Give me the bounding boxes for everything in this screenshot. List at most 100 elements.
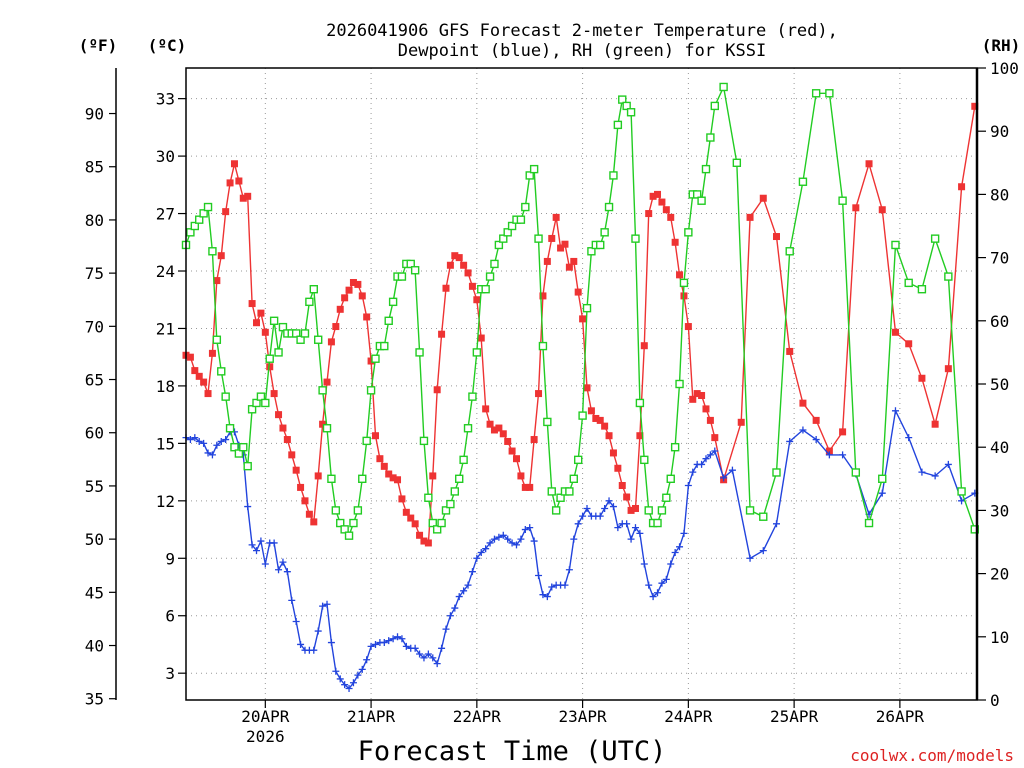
dewpoint-point	[319, 602, 327, 610]
celsius-tick-label: 27	[156, 205, 175, 224]
temperature-point	[640, 342, 648, 350]
rh-point	[878, 474, 887, 483]
rh-tick-label: 40	[990, 438, 1009, 457]
rh-point	[331, 506, 341, 515]
dewpoint-point	[521, 526, 529, 534]
rh-point	[490, 259, 499, 269]
rh-point	[507, 221, 517, 231]
temperature-point	[438, 330, 446, 338]
dewpoint-point	[495, 533, 503, 541]
rh-point	[732, 158, 742, 168]
rh-point	[384, 316, 393, 325]
temperature-point	[416, 531, 424, 539]
rh-point	[582, 303, 592, 313]
rh-point	[371, 354, 380, 363]
rh-point	[252, 398, 261, 408]
rh-point	[437, 518, 446, 528]
temperature-point	[698, 391, 706, 399]
rh-point	[618, 95, 627, 104]
temperature-point	[354, 280, 362, 288]
rh-point	[265, 354, 274, 363]
temperature-point	[825, 447, 833, 455]
fahrenheit-tick-label: 55	[85, 477, 104, 496]
celsius-tick-label: 12	[156, 492, 175, 511]
rh-point	[239, 443, 248, 452]
dewpoint-point	[583, 504, 591, 512]
temperature-point	[332, 323, 340, 331]
rh-point	[609, 171, 618, 180]
rh-point	[825, 89, 834, 98]
rh-point	[472, 348, 482, 357]
temperature-point	[812, 416, 820, 424]
rh-point	[710, 101, 720, 111]
rh-point	[278, 322, 288, 332]
rh-point	[811, 89, 821, 98]
dewpoint-point	[561, 581, 569, 589]
rh-point	[225, 424, 235, 433]
temperature-point	[517, 472, 525, 480]
dewpoint-point	[411, 644, 419, 652]
rh-point	[269, 316, 279, 325]
rh-point	[195, 215, 204, 224]
temperature-point	[592, 414, 600, 422]
rh-point	[670, 443, 680, 452]
temperature-point	[548, 234, 556, 242]
temperature-point	[878, 206, 886, 214]
temperature-point	[654, 190, 662, 198]
rh-point	[917, 285, 927, 294]
temperature-point	[446, 261, 454, 269]
rh-point	[596, 240, 605, 250]
rh-point	[300, 329, 310, 338]
dewpoint-point	[702, 455, 710, 463]
rh-point	[525, 171, 534, 180]
rh-point	[463, 424, 473, 433]
temperature-point	[891, 328, 899, 336]
rh-point	[706, 133, 715, 142]
rh-point	[468, 392, 477, 401]
temperature-point	[385, 470, 393, 478]
rh-point	[657, 506, 667, 515]
rh-unit-label: (RH)	[982, 36, 1021, 55]
dewpoint-point	[711, 447, 719, 455]
temperature-point	[367, 357, 375, 365]
rh-point	[314, 335, 323, 344]
temperature-point	[495, 424, 503, 432]
dewpoint-point	[676, 543, 684, 551]
rh-tick-label: 100	[990, 59, 1019, 78]
temperature-point	[623, 493, 631, 501]
rh-point	[217, 367, 226, 376]
rh-point	[358, 474, 367, 483]
dewpoint-point	[878, 489, 886, 497]
dewpoint-point	[958, 497, 966, 505]
temperature-point	[257, 309, 265, 317]
temperature-point	[345, 286, 353, 294]
dewpoint-point	[297, 640, 305, 648]
rh-point	[543, 417, 552, 427]
dewpoint-point	[310, 646, 318, 654]
dewpoint-point	[385, 637, 393, 645]
celsius-tick-label: 30	[156, 147, 175, 166]
temperature-point	[253, 319, 261, 327]
temperature-series	[182, 102, 979, 547]
temperature-point	[270, 390, 278, 398]
temperature-point	[305, 510, 313, 518]
rh-point	[212, 335, 222, 344]
rh-point	[410, 266, 420, 275]
rh-tick-label: 0	[990, 691, 1000, 710]
temperature-point	[711, 434, 719, 442]
temperature-point	[521, 483, 529, 491]
temperature-point	[614, 464, 622, 472]
rh-point	[344, 531, 354, 540]
temperature-point	[539, 292, 547, 300]
temperature-point	[574, 288, 582, 296]
dewpoint-point	[288, 596, 296, 604]
temperature-point	[618, 482, 626, 490]
rh-point	[186, 228, 195, 237]
dewpoint-point	[513, 541, 521, 549]
temperature-point	[587, 407, 595, 415]
dewpoint-point	[680, 529, 688, 537]
dewpoint-point	[371, 640, 379, 648]
temperature-point	[349, 278, 357, 286]
temperature-point	[499, 430, 507, 438]
fahrenheit-tick-label: 60	[85, 424, 104, 443]
